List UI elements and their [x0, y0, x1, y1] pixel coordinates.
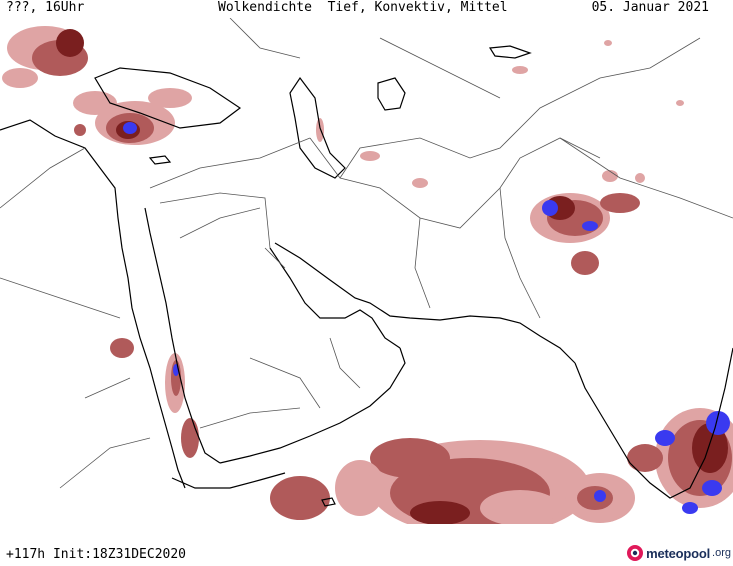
forecast-time-label: ???, 16Uhr [6, 0, 85, 15]
map-title: Wolkendichte Tief, Konvektiv, Mittel [218, 0, 508, 15]
meteopool-logo-icon [627, 545, 644, 561]
cloud-cluster-red-sea [110, 338, 199, 458]
cloud-cluster-arabian-sea [270, 438, 635, 524]
forecast-date: 05. Januar 2021 [591, 0, 709, 15]
cloud-cluster-himalaya [530, 170, 645, 275]
logo-tld: .org [712, 547, 731, 559]
cloud-patches-minor [316, 40, 684, 188]
cloud-cluster-turkey [74, 88, 192, 145]
cloud-cluster-balkans [2, 26, 117, 115]
model-run-info: +117h Init:18Z31DEC2020 [6, 547, 187, 562]
borders [0, 18, 733, 489]
weather-map [0, 18, 733, 524]
cloud-cluster-south-india [627, 408, 733, 514]
meteopool-logo[interactable]: meteopool .org [626, 543, 731, 563]
coastlines [0, 45, 733, 507]
cloud-layer [2, 26, 733, 524]
logo-name: meteopool [646, 545, 711, 561]
